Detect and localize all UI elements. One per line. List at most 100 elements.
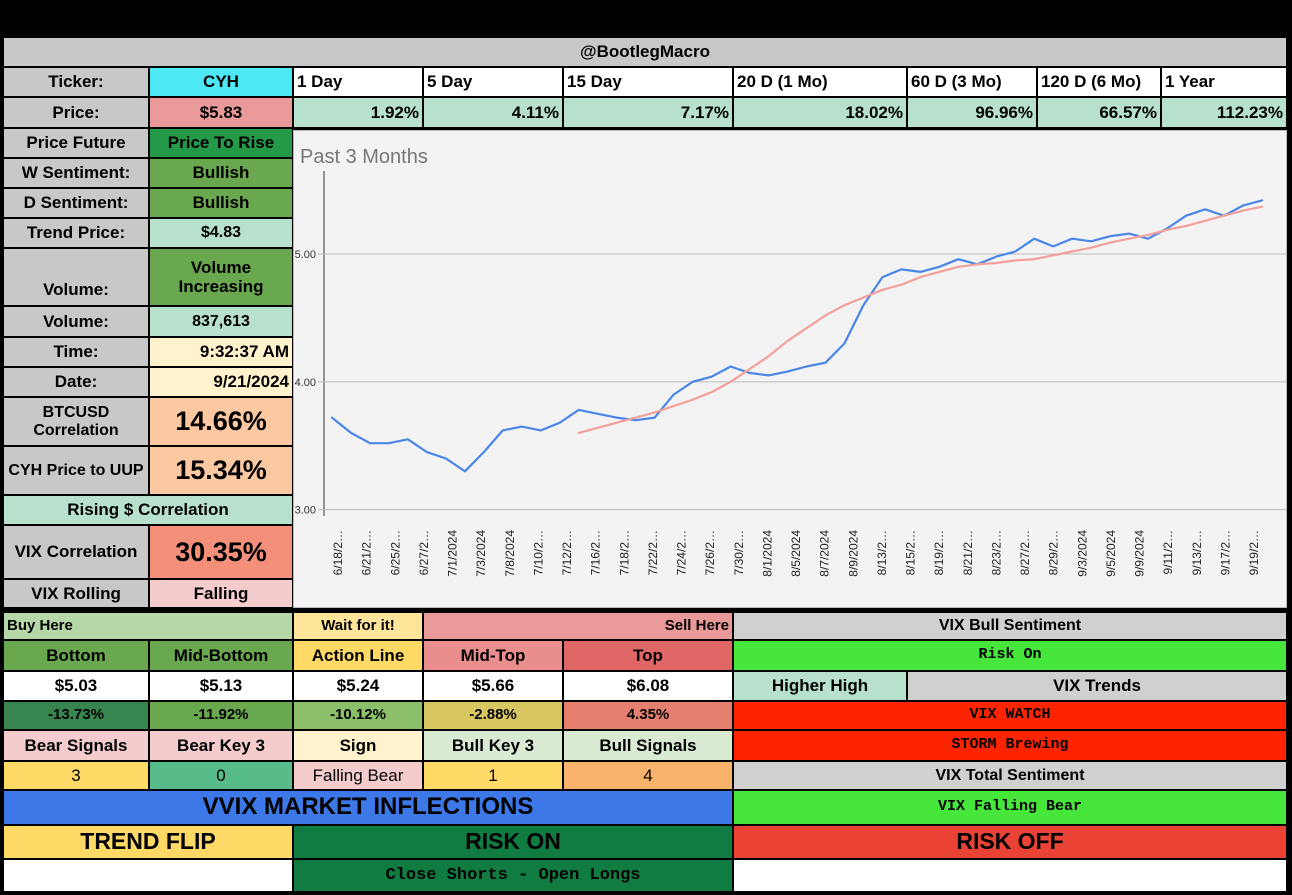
bull-key3-value: 1 xyxy=(423,761,563,790)
y-tick-label: 4.00 xyxy=(295,377,316,389)
level-bottom-price: $5.03 xyxy=(3,671,149,701)
x-tick-label: 8/29/2… xyxy=(1047,530,1061,575)
level-midbottom-price: $5.13 xyxy=(149,671,293,701)
y-tick-label: 3.00 xyxy=(295,505,316,517)
period-15day: 15 Day xyxy=(563,67,733,97)
rising-correlation: Rising $ Correlation xyxy=(3,495,293,525)
level-midtop-header: Mid-Top xyxy=(423,640,563,671)
level-midbottom-header: Mid-Bottom xyxy=(149,640,293,671)
uup-correlation-value: 15.34% xyxy=(149,446,293,495)
x-tick-label: 7/22/2… xyxy=(646,530,660,575)
level-top-price: $6.08 xyxy=(563,671,733,701)
risk-on-banner: RISK ON xyxy=(293,825,733,859)
chart-svg: Past 3 Months 5.00 4.00 3.00 6/18/2… 6/21/2…… xyxy=(295,146,1286,577)
x-tick-label: 9/9/2024 xyxy=(1133,530,1147,577)
x-tick-label: 6/27/2… xyxy=(417,530,431,575)
volume-label: Volume: xyxy=(3,248,149,306)
x-tick-label: 8/15/2… xyxy=(904,530,918,575)
vix-rolling-label: VIX Rolling xyxy=(3,579,149,608)
x-tick-label: 9/3/2024 xyxy=(1075,530,1089,577)
price-future-label: Price Future xyxy=(3,128,149,158)
level-top-header: Top xyxy=(563,640,733,671)
price-series-line xyxy=(330,199,1264,473)
price-label: Price: xyxy=(3,97,149,128)
x-tick-label: 6/21/2… xyxy=(360,530,374,575)
bull-key3-header: Bull Key 3 xyxy=(423,730,563,761)
bear-signals-header: Bear Signals xyxy=(3,730,149,761)
bear-signals-value: 3 xyxy=(3,761,149,790)
ticker-label: Ticker: xyxy=(3,67,149,97)
level-actionline-header: Action Line xyxy=(293,640,423,671)
x-tick-label: 8/5/2024 xyxy=(789,530,803,577)
price-future-value: Price To Rise xyxy=(149,128,293,158)
level-midtop-percent: -2.88% xyxy=(423,701,563,730)
level-bottom-header: Bottom xyxy=(3,640,149,671)
trend-flip-action xyxy=(3,859,293,892)
x-tick-label: 7/1/2024 xyxy=(446,530,460,577)
vix-risk-on: Risk On xyxy=(733,640,1287,671)
vvix-title: VVIX MARKET INFLECTIONS xyxy=(3,790,733,825)
time-label: Time: xyxy=(3,337,149,367)
x-tick-label: 9/5/2024 xyxy=(1104,530,1118,577)
chart-title: Past 3 Months xyxy=(300,146,428,168)
change-15day: 7.17% xyxy=(563,97,733,128)
change-5day: 4.11% xyxy=(423,97,563,128)
x-tick-label: 9/11/2… xyxy=(1161,530,1175,574)
x-tick-label: 7/24/2… xyxy=(675,530,689,575)
x-tick-label: 6/25/2… xyxy=(388,530,402,575)
buy-here-label: Buy Here xyxy=(3,612,293,640)
x-tick-label: 7/10/2… xyxy=(531,530,545,575)
risk-off-action xyxy=(733,859,1287,892)
period-60day: 60 D (3 Mo) xyxy=(907,67,1037,97)
trend-price-label: Trend Price: xyxy=(3,218,149,248)
ticker-symbol: CYH xyxy=(149,67,293,97)
price-value: $5.83 xyxy=(149,97,293,128)
vix-correlation-value: 30.35% xyxy=(149,525,293,579)
vix-watch: VIX WATCH xyxy=(733,701,1287,730)
btc-correlation-label: BTCUSD Correlation xyxy=(3,397,149,446)
level-actionline-price: $5.24 xyxy=(293,671,423,701)
x-tick-label: 7/26/2… xyxy=(703,530,717,575)
wait-label: Wait for it! xyxy=(293,612,423,640)
volume-value: 837,613 xyxy=(149,306,293,337)
volume-label-2: Volume: xyxy=(3,306,149,337)
w-sentiment-label: W Sentiment: xyxy=(3,158,149,188)
x-tick-label: 9/13/2… xyxy=(1190,530,1204,575)
vix-falling-bear: VIX Falling Bear xyxy=(733,790,1287,825)
uup-correlation-label: CYH Price to UUP xyxy=(3,446,149,495)
d-sentiment-label: D Sentiment: xyxy=(3,188,149,218)
change-120day: 66.57% xyxy=(1037,97,1161,128)
date-value: 9/21/2024 xyxy=(149,367,293,397)
sign-value: Falling Bear xyxy=(293,761,423,790)
x-tick-label: 8/21/2… xyxy=(961,530,975,575)
bull-signals-value: 4 xyxy=(563,761,733,790)
bear-key3-header: Bear Key 3 xyxy=(149,730,293,761)
d-sentiment-value: Bullish xyxy=(149,188,293,218)
period-1year: 1 Year xyxy=(1161,67,1287,97)
header-title: @BootlegMacro xyxy=(3,37,1287,67)
x-tick-label: 7/30/2… xyxy=(732,530,746,575)
trend-flip: TREND FLIP xyxy=(3,825,293,859)
vix-trends: VIX Trends xyxy=(907,671,1287,701)
w-sentiment-value: Bullish xyxy=(149,158,293,188)
date-label: Date: xyxy=(3,367,149,397)
level-bottom-percent: -13.73% xyxy=(3,701,149,730)
bear-key3-value: 0 xyxy=(149,761,293,790)
x-tick-label: 8/7/2024 xyxy=(818,530,832,577)
vix-correlation-label: VIX Correlation xyxy=(3,525,149,579)
level-top-percent: 4.35% xyxy=(563,701,733,730)
x-tick-label: 8/19/2… xyxy=(932,530,946,575)
higher-high: Higher High xyxy=(733,671,907,701)
vix-rolling-value: Falling xyxy=(149,579,293,608)
volume-status: Volume Increasing xyxy=(149,248,293,306)
level-midtop-price: $5.66 xyxy=(423,671,563,701)
x-tick-label: 8/27/2… xyxy=(1018,530,1032,575)
risk-off-banner: RISK OFF xyxy=(733,825,1287,859)
sell-here-label: Sell Here xyxy=(423,612,733,640)
btc-correlation-value: 14.66% xyxy=(149,397,293,446)
x-tick-label: 9/19/2… xyxy=(1247,530,1261,575)
period-20day: 20 D (1 Mo) xyxy=(733,67,907,97)
vix-total-sentiment-label: VIX Total Sentiment xyxy=(733,761,1287,790)
x-tick-label: 8/9/2024 xyxy=(846,530,860,577)
level-actionline-percent: -10.12% xyxy=(293,701,423,730)
